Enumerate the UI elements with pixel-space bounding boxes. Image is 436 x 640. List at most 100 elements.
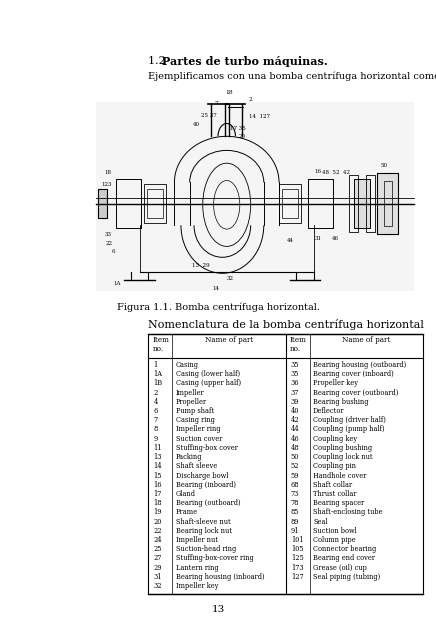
Bar: [144, 184, 166, 223]
Text: 2: 2: [153, 388, 158, 397]
Text: 123: 123: [102, 182, 112, 187]
Text: 105: 105: [291, 545, 303, 553]
Text: Bearing housing (inboard): Bearing housing (inboard): [176, 573, 264, 581]
Text: 1A: 1A: [153, 370, 163, 378]
Text: 11: 11: [153, 444, 162, 452]
Text: 42: 42: [291, 416, 300, 424]
Text: 35: 35: [291, 370, 299, 378]
Text: 1B: 1B: [153, 380, 163, 387]
Text: 127: 127: [291, 573, 303, 581]
Text: 24: 24: [153, 536, 162, 544]
Text: Shaft sleeve: Shaft sleeve: [176, 462, 217, 470]
Text: 46: 46: [332, 236, 339, 241]
Text: 1A: 1A: [113, 281, 121, 286]
Text: Figura 1.1. Bomba centrífuga horizontal.: Figura 1.1. Bomba centrífuga horizontal.: [116, 303, 320, 312]
Text: 19: 19: [153, 508, 162, 516]
Text: Shaft collar: Shaft collar: [313, 481, 352, 489]
Text: 39: 39: [291, 398, 299, 406]
Text: 4: 4: [153, 398, 158, 406]
Text: 40: 40: [193, 122, 200, 127]
Text: Item
no.: Item no.: [153, 336, 170, 353]
Bar: [282, 189, 298, 218]
Text: 17 35: 17 35: [230, 125, 245, 131]
Text: 85: 85: [291, 508, 299, 516]
Bar: [377, 173, 398, 234]
Text: 40: 40: [291, 407, 299, 415]
Text: 2: 2: [249, 97, 252, 102]
Text: Name of part: Name of part: [342, 336, 390, 344]
Text: Bearing spacer: Bearing spacer: [313, 499, 364, 507]
Text: 27: 27: [153, 554, 162, 563]
Bar: [354, 179, 370, 228]
Text: Partes de turbo máquinas.: Partes de turbo máquinas.: [162, 56, 328, 67]
Bar: [366, 175, 375, 232]
Text: Bearing bushing: Bearing bushing: [313, 398, 368, 406]
Text: 89: 89: [291, 518, 299, 525]
Text: Casing (lower half): Casing (lower half): [176, 370, 240, 378]
Text: Stuffing-box cover: Stuffing-box cover: [176, 444, 238, 452]
Text: 78: 78: [291, 499, 299, 507]
Text: Grease (oil) cup: Grease (oil) cup: [313, 564, 367, 572]
Text: Discharge bowl: Discharge bowl: [176, 472, 228, 479]
Text: 31: 31: [315, 236, 322, 241]
Text: 32: 32: [227, 276, 234, 281]
Text: Propeller: Propeller: [176, 398, 207, 406]
Text: Impeller: Impeller: [176, 388, 204, 397]
Text: 33: 33: [105, 232, 112, 237]
Text: Coupling pin: Coupling pin: [313, 462, 356, 470]
Text: 29: 29: [153, 564, 162, 572]
Bar: [116, 179, 141, 228]
Text: 7: 7: [153, 416, 157, 424]
Text: 31: 31: [153, 573, 162, 581]
Text: 8: 8: [153, 426, 158, 433]
Text: Shaft-enclosing tube: Shaft-enclosing tube: [313, 508, 383, 516]
Bar: [308, 179, 333, 228]
Text: 173: 173: [291, 564, 303, 572]
Text: 20: 20: [153, 518, 162, 525]
Text: Bearing (inboard): Bearing (inboard): [176, 481, 236, 489]
Text: 91: 91: [291, 527, 299, 535]
Text: 15: 15: [153, 472, 162, 479]
Text: Bearing housing (outboard): Bearing housing (outboard): [313, 361, 406, 369]
Text: 13: 13: [211, 605, 225, 614]
Text: Suction bowl: Suction bowl: [313, 527, 357, 535]
Bar: [349, 175, 358, 232]
Text: 14  127: 14 127: [249, 114, 270, 119]
Text: 9: 9: [153, 435, 158, 443]
Text: 48: 48: [291, 444, 300, 452]
Text: Pump shaft: Pump shaft: [176, 407, 214, 415]
Text: 7: 7: [214, 101, 218, 106]
Text: 25: 25: [153, 545, 162, 553]
Text: Handhole cover: Handhole cover: [313, 472, 366, 479]
Text: 18: 18: [225, 90, 233, 95]
Text: 14: 14: [153, 462, 162, 470]
Text: Shaft-sleeve nut: Shaft-sleeve nut: [176, 518, 231, 525]
Text: Propeller key: Propeller key: [313, 380, 358, 387]
Text: Casing: Casing: [176, 361, 199, 369]
Text: Coupling (pump half): Coupling (pump half): [313, 426, 385, 433]
Text: 68: 68: [291, 481, 299, 489]
Text: Packing: Packing: [176, 453, 202, 461]
Bar: [147, 189, 163, 218]
Text: 44: 44: [286, 238, 293, 243]
Text: Stuffing-box-cover ring: Stuffing-box-cover ring: [176, 554, 253, 563]
Bar: [98, 189, 107, 218]
Text: 44: 44: [291, 426, 300, 433]
Text: Suction-head ring: Suction-head ring: [176, 545, 236, 553]
Text: Casing (upper half): Casing (upper half): [176, 380, 241, 387]
Text: Bearing end cover: Bearing end cover: [313, 554, 375, 563]
Text: Casing ring: Casing ring: [176, 416, 215, 424]
Text: 6: 6: [112, 249, 115, 254]
Text: 16: 16: [315, 169, 322, 174]
Text: Coupling key: Coupling key: [313, 435, 357, 443]
Text: 20: 20: [238, 134, 245, 139]
Text: Item
no.: Item no.: [290, 336, 307, 353]
Text: 18: 18: [105, 170, 112, 175]
Text: 32: 32: [153, 582, 162, 590]
Text: 37: 37: [291, 388, 299, 397]
Text: 48  52  42: 48 52 42: [322, 170, 350, 175]
Text: Thrust collar: Thrust collar: [313, 490, 357, 498]
Text: Gland: Gland: [176, 490, 196, 498]
Text: 17: 17: [153, 490, 162, 498]
Text: Nomenclatura de la bomba centrífuga horizontal: Nomenclatura de la bomba centrífuga hori…: [148, 319, 424, 330]
